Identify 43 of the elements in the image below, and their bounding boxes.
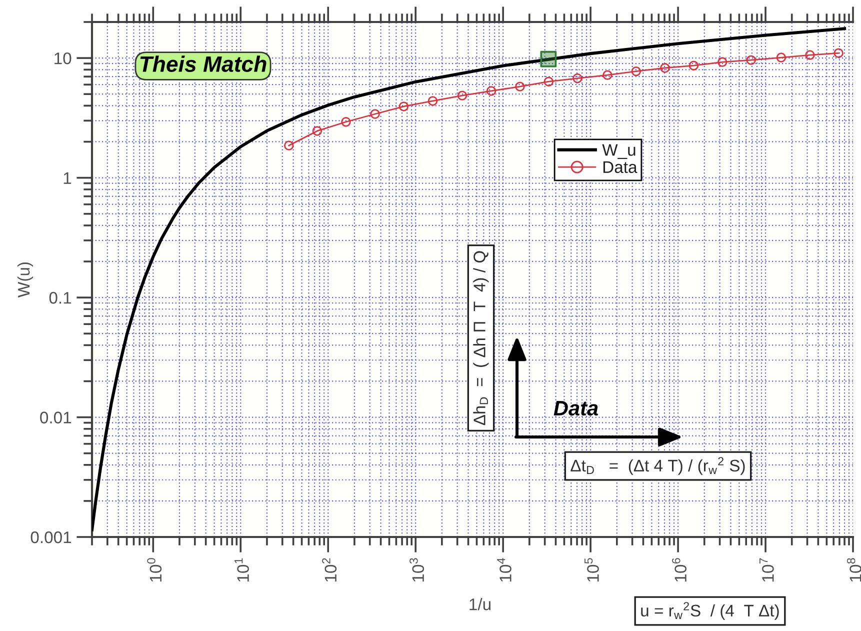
point bbox=[834, 48, 844, 58]
point bbox=[515, 82, 525, 92]
x-axis-title: 1/u bbox=[470, 598, 490, 610]
point bbox=[776, 52, 786, 62]
point bbox=[370, 109, 380, 119]
x-tick-label: 10$^{2}$ bbox=[322, 558, 337, 582]
point bbox=[805, 50, 815, 60]
annotation: Δh$_{D}$ = ( Δh Π T 4) / Q bbox=[473, 251, 489, 426]
x-tick-label: 10$^{8}$ bbox=[846, 558, 861, 582]
point bbox=[398, 102, 409, 112]
point bbox=[746, 55, 756, 65]
y-axis-title: W(u) bbox=[17, 262, 33, 298]
legend-label: W_u bbox=[602, 144, 636, 159]
annotation: Theis Match bbox=[140, 56, 266, 72]
point bbox=[572, 73, 582, 84]
text: u = r$_{w}$$^{2}$S / (4 T Δt) bbox=[641, 602, 779, 620]
x-tick-label: 10$^{0}$ bbox=[147, 558, 162, 582]
point bbox=[284, 140, 294, 150]
x-tick-label: 10$^{6}$ bbox=[672, 558, 686, 582]
point bbox=[486, 86, 496, 96]
point bbox=[341, 117, 351, 127]
y-tick-label: 0.001 bbox=[30, 531, 72, 544]
point bbox=[312, 126, 322, 136]
point bbox=[631, 66, 642, 76]
point bbox=[688, 60, 699, 70]
y-tick-label: 1 bbox=[64, 172, 72, 184]
x-tick-label: 10$^{4}$ bbox=[497, 558, 512, 582]
x-tick-label: 10$^{3}$ bbox=[410, 558, 424, 582]
x-tick-label: 10$^{7}$ bbox=[759, 558, 774, 582]
point bbox=[457, 90, 468, 100]
y-tick-label: 0.01 bbox=[40, 412, 72, 424]
x-tick-label: 10$^{1}$ bbox=[234, 558, 249, 582]
point bbox=[660, 63, 670, 73]
point bbox=[428, 96, 438, 106]
annotation: Data bbox=[554, 401, 598, 416]
point bbox=[717, 57, 728, 67]
y-tick-label: 0.1 bbox=[49, 292, 72, 304]
legend-label: Data bbox=[603, 161, 638, 174]
point bbox=[602, 70, 612, 80]
point bbox=[544, 76, 554, 86]
x-tick-label: 10$^{5}$ bbox=[584, 558, 599, 582]
text: Δt$_{D}$ = (Δt 4 T) / (r$_{w}$$^{2}$ S) bbox=[570, 457, 745, 475]
y-tick-label: 10 bbox=[54, 52, 72, 64]
